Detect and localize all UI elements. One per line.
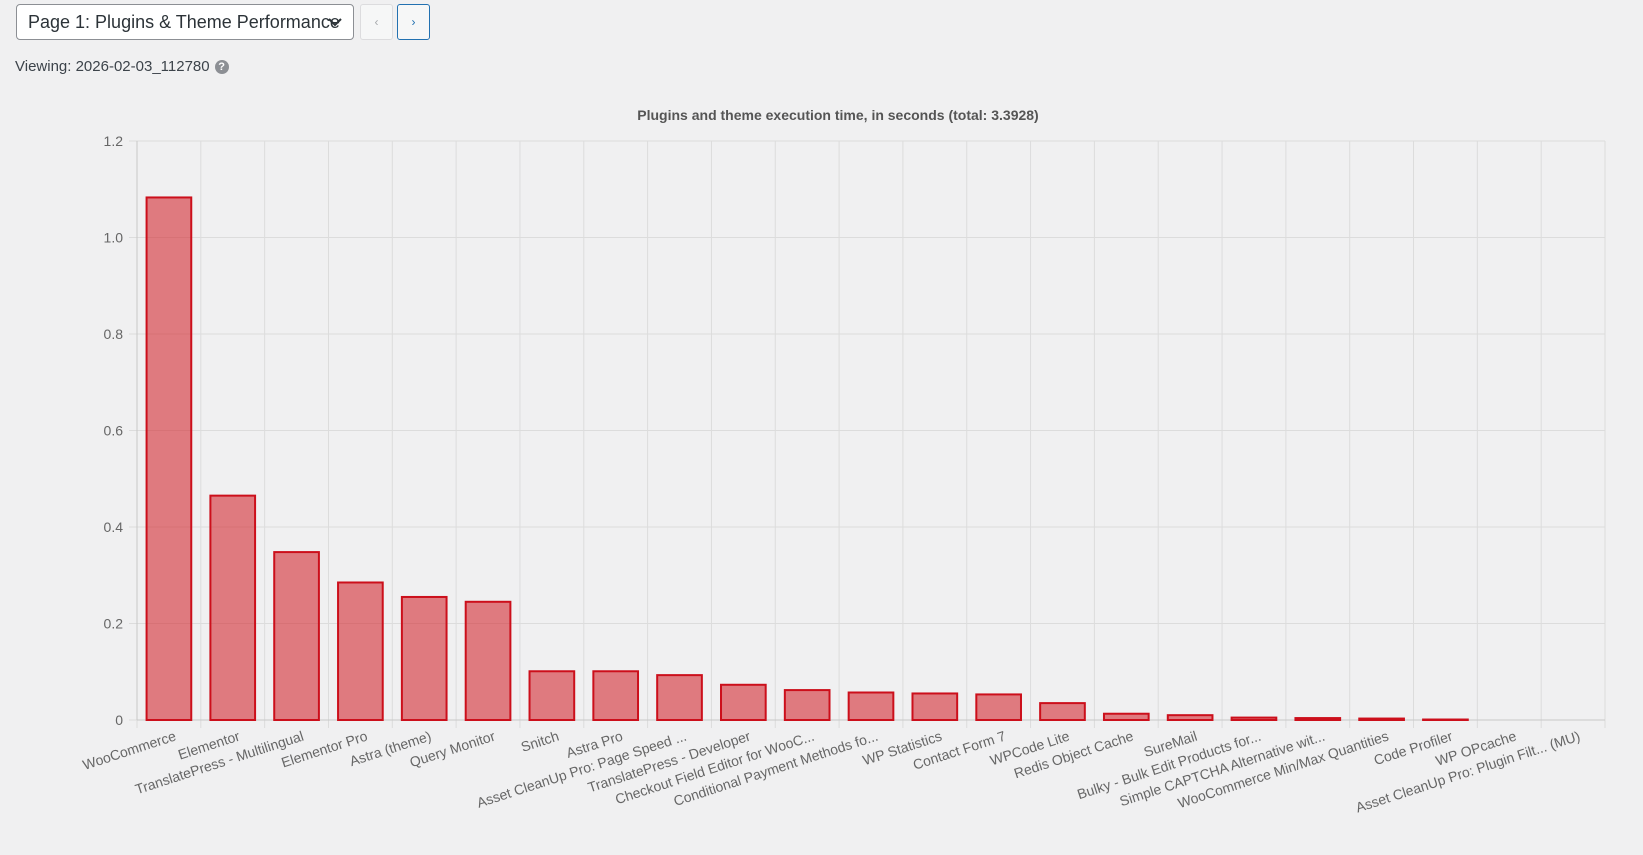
y-tick-label: 0.8: [104, 326, 124, 342]
next-page-button[interactable]: ›: [397, 4, 430, 40]
chart-bars: [145, 196, 1469, 722]
bar: [1039, 702, 1086, 721]
help-icon[interactable]: ?: [214, 59, 229, 74]
y-tick-label: 0.4: [104, 519, 124, 535]
bar: [656, 674, 703, 722]
bar: [528, 670, 576, 722]
bar: [464, 600, 512, 722]
viewing-info: Viewing: 2026-02-03_112780 ?: [15, 58, 229, 75]
bar: [145, 196, 193, 721]
bar: [1102, 712, 1150, 721]
viewing-label: Viewing: 2026-02-03_112780: [15, 58, 210, 75]
bar: [273, 551, 320, 721]
y-tick-label: 1.0: [104, 230, 124, 246]
bar: [209, 494, 257, 722]
page-select-value: Page 1: Plugins & Theme Performance: [28, 12, 340, 32]
bar: [1230, 716, 1278, 722]
bar: [592, 670, 640, 722]
execution-time-chart: Plugins and theme execution time, in sec…: [81, 107, 1606, 816]
bar: [1358, 717, 1405, 721]
bar: [975, 693, 1022, 721]
chart-grid: [129, 140, 1606, 728]
bar: [1294, 717, 1342, 722]
page-select[interactable]: Page 1: Plugins & Theme Performance: [16, 4, 354, 40]
x-tick-label: Snitch: [519, 728, 561, 755]
bar: [847, 691, 895, 721]
prev-page-button[interactable]: ‹: [360, 4, 393, 40]
bar: [720, 683, 767, 722]
bar: [783, 689, 831, 722]
bar: [400, 595, 448, 721]
y-tick-label: 1.2: [104, 133, 124, 149]
y-tick-label: 0.2: [104, 616, 124, 632]
bar: [911, 692, 959, 722]
y-tick-label: 0: [115, 712, 123, 728]
toolbar: Page 1: Plugins & Theme Performance ‹ ›: [16, 4, 430, 40]
y-axis: 0 0.2 0.4 0.6 0.8 1.0 1.2: [104, 133, 124, 728]
chevron-down-icon: [328, 18, 342, 27]
bar: [337, 581, 384, 721]
y-tick-label: 0.6: [104, 423, 124, 439]
bar: [1166, 714, 1214, 721]
chart-title: Plugins and theme execution time, in sec…: [637, 107, 1038, 123]
x-tick-label: WooCommerce: [81, 728, 178, 773]
